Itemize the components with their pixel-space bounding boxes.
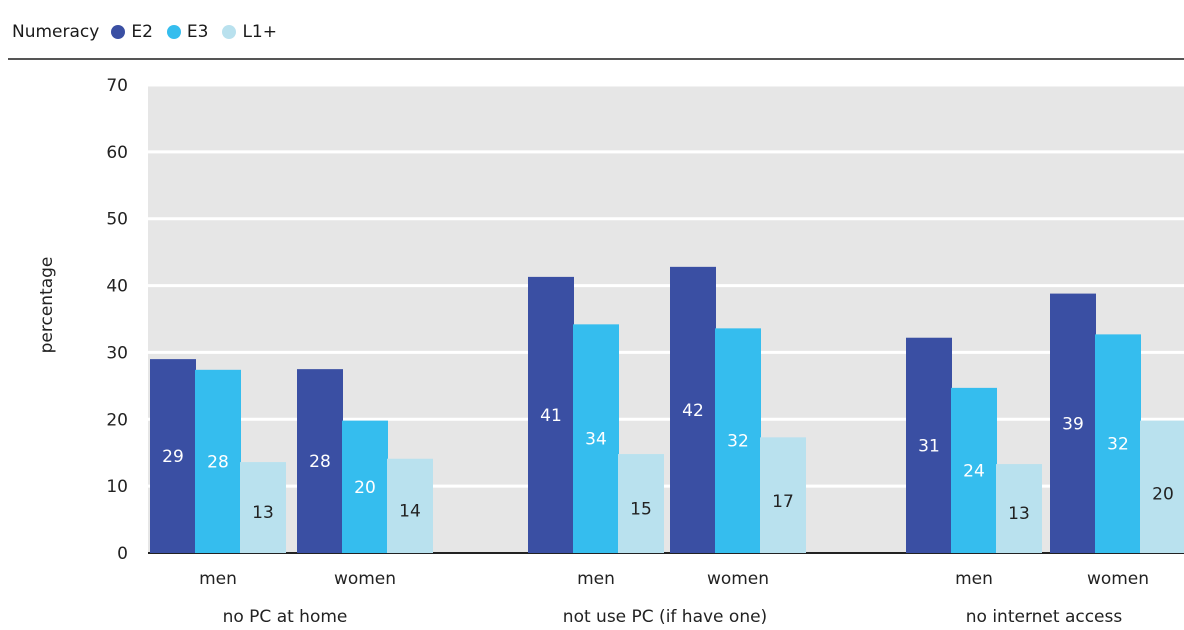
y-axis-ticks: 0 10 20 30 40 50 60 70: [106, 76, 128, 564]
data-label: 15: [630, 499, 652, 519]
legend-divider: [8, 58, 1184, 60]
x-group-label: not use PC (if have one): [563, 607, 767, 627]
bar-e2-4: [906, 337, 952, 553]
bar-e3-3: [715, 328, 761, 553]
y-tick-label: 30: [106, 343, 128, 363]
data-label: 42: [682, 401, 704, 421]
data-label: 14: [399, 502, 421, 522]
y-axis-label: percentage: [37, 257, 57, 354]
bar-e3-4: [951, 387, 997, 553]
legend-label-l1plus: L1+: [242, 22, 277, 42]
data-label: 32: [1107, 435, 1129, 455]
legend-entry-e3: E3: [166, 22, 209, 42]
bar-e2-1: [297, 369, 343, 553]
data-label: 20: [1152, 484, 1174, 504]
data-label: 28: [309, 452, 331, 472]
x-category-label: men: [577, 569, 615, 589]
bar-l1plus-5: [1140, 420, 1184, 553]
x-category-label: men: [955, 569, 993, 589]
data-label: 17: [772, 492, 794, 512]
data-label: 28: [207, 452, 229, 472]
data-label: 13: [1008, 504, 1030, 524]
bar-e3-5: [1095, 334, 1141, 553]
y-tick-label: 40: [106, 277, 128, 297]
data-label: 31: [918, 436, 940, 456]
data-label: 24: [963, 461, 985, 481]
data-label: 32: [727, 432, 749, 452]
x-axis-categories: men women men women men women: [199, 569, 1149, 589]
legend-entry-l1plus: L1+: [222, 22, 277, 42]
y-tick-label: 60: [106, 143, 128, 163]
bar-e3-1: [342, 420, 388, 553]
data-label: 39: [1062, 414, 1084, 434]
data-label: 29: [162, 447, 184, 467]
legend: Numeracy E2 E3 L1+: [12, 18, 291, 46]
x-category-label: men: [199, 569, 237, 589]
legend-entry-e2: E2: [111, 22, 153, 42]
y-tick-label: 10: [106, 477, 128, 497]
x-group-label: no PC at home: [223, 607, 348, 627]
bar-e2-5: [1050, 293, 1096, 553]
y-tick-label: 0: [117, 544, 128, 564]
bar-e2-2: [528, 276, 574, 553]
legend-swatch-e3: [166, 25, 181, 39]
data-label: 41: [540, 406, 562, 426]
bars: [150, 266, 1184, 553]
x-category-label: women: [334, 569, 396, 589]
bar-l1plus-4: [996, 464, 1042, 553]
bar-l1plus-2: [618, 454, 664, 553]
data-labels: 29 28 13 28 20 14 41 34 15 42 32 17 31 24 13 39 32 20: [162, 401, 1174, 524]
x-category-label: women: [707, 569, 769, 589]
bar-l1plus-1: [387, 458, 433, 553]
bar-e3-2: [573, 324, 619, 553]
bar-l1plus-3: [760, 437, 806, 553]
bar-e2-0: [150, 359, 196, 553]
y-tick-label: 20: [106, 410, 128, 430]
x-category-label: women: [1087, 569, 1149, 589]
legend-label-e3: E3: [186, 22, 209, 42]
data-label: 34: [585, 430, 607, 450]
x-axis-groups: no PC at home not use PC (if have one) no …: [223, 607, 1123, 627]
bar-e3-0: [195, 369, 241, 553]
bar-l1plus-0: [240, 462, 286, 553]
legend-title: Numeracy: [12, 22, 100, 42]
legend-label-e2: E2: [131, 22, 153, 42]
data-label: 20: [354, 478, 376, 498]
y-tick-label: 50: [106, 210, 128, 230]
bar-e2-3: [670, 266, 716, 553]
legend-swatch-e2: [111, 25, 126, 39]
x-group-label: no internet access: [966, 607, 1123, 627]
y-tick-label: 70: [106, 76, 128, 96]
data-label: 13: [252, 503, 274, 523]
legend-swatch-l1plus: [222, 25, 237, 39]
